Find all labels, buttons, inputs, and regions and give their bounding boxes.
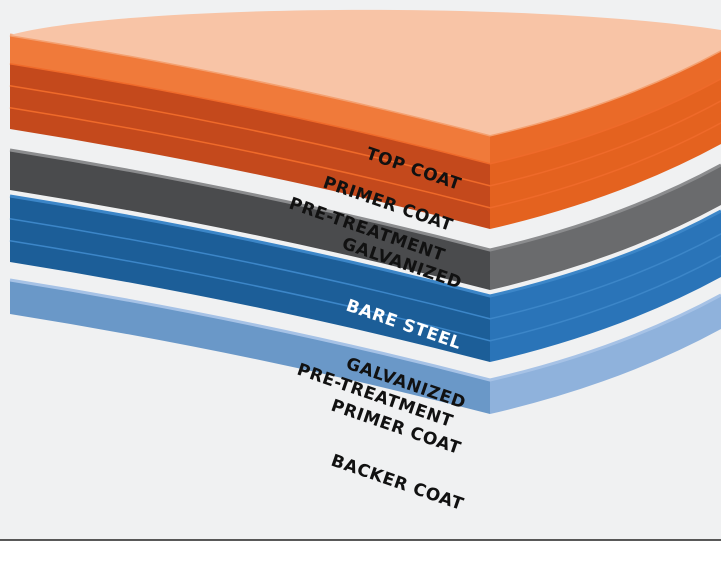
layer-left-face xyxy=(10,150,490,290)
layer-bare-steel xyxy=(9,148,721,290)
layer-galvanized-bottom xyxy=(9,194,721,318)
layer-left-face xyxy=(10,196,490,318)
layers-group xyxy=(9,9,721,414)
layer-right-face xyxy=(490,100,721,207)
layer-right-face xyxy=(490,211,721,318)
layer-left-face xyxy=(10,218,490,340)
layer-right-face xyxy=(490,255,721,362)
layer-left-face xyxy=(10,107,490,229)
top-surface xyxy=(10,9,721,135)
layer-edge-highlight xyxy=(9,194,721,298)
layer-right-face xyxy=(490,122,721,229)
layer-left-face xyxy=(10,63,490,185)
layer-right-face xyxy=(490,50,721,163)
layer-edge-highlight xyxy=(9,148,721,252)
layer-left-face xyxy=(10,35,490,163)
layer-edge-highlight xyxy=(9,278,721,382)
layer-backer-coat xyxy=(9,278,721,414)
layer-left-face xyxy=(10,85,490,207)
layer-top-coat xyxy=(9,9,721,163)
layer-right-face xyxy=(490,233,721,340)
layer-right-face xyxy=(490,78,721,185)
layer-left-face xyxy=(10,280,490,414)
layer-right-face xyxy=(490,165,721,290)
layer-left-face xyxy=(10,240,490,362)
